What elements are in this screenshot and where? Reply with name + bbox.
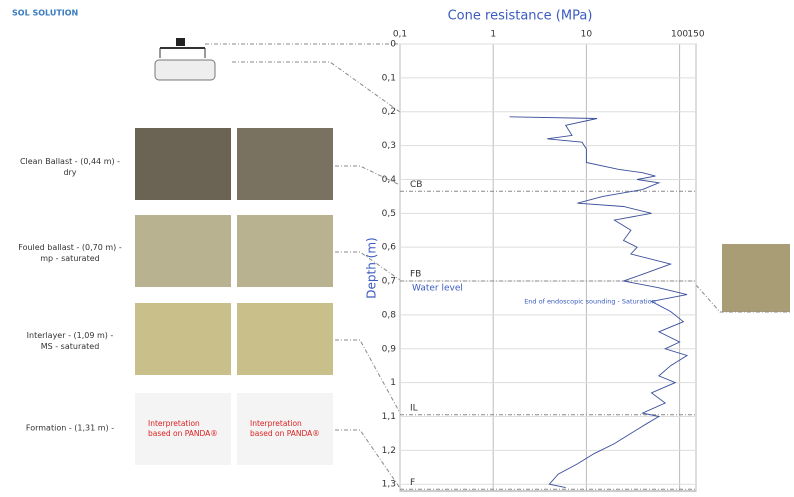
resistance-line: [509, 116, 689, 489]
x-tick-label: 1: [490, 30, 496, 40]
y-tick-label: 0,4: [382, 175, 397, 185]
x-tick-label: 0,1: [393, 30, 407, 40]
layer-label: CB: [410, 180, 422, 190]
photos: [135, 128, 790, 465]
sample-label: Formation - (1,31 m) -: [26, 424, 114, 433]
y-tick-label: 0,5: [382, 209, 396, 219]
sample-label: Fouled ballast - (0,70 m) -mp - saturate…: [18, 243, 122, 263]
y-tick-label: 1: [390, 378, 396, 388]
y-tick-label: 1,3: [382, 480, 396, 490]
y-tick-label: 0,9: [382, 344, 397, 354]
y-tick-label: 1,1: [382, 412, 396, 422]
y-tick-label: 0,7: [382, 277, 396, 287]
brand: SOL SOLUTION: [12, 9, 78, 18]
track-icon: [154, 38, 216, 81]
panda-note: Interpretation based on PANDA®: [148, 419, 218, 438]
y-tick-label: 0,8: [382, 310, 397, 320]
x-tick-label: 10: [581, 30, 593, 40]
y-tick-label: 1,2: [382, 446, 396, 456]
layer-label: FB: [410, 270, 421, 280]
layer-label: IL: [410, 403, 418, 413]
sample-label: Clean Ballast - (0,44 m) -dry: [20, 157, 120, 177]
panda-note: Interpretation based on PANDA®: [250, 419, 320, 438]
connectors: [205, 43, 790, 489]
chart-title: Cone resistance (MPa): [448, 9, 593, 24]
sample-label: Interlayer - (1,09 m) -MS - saturated: [27, 331, 114, 351]
y-tick-label: 0: [390, 40, 396, 50]
y-tick-label: 0,6: [382, 243, 397, 253]
x-tick-label: 150: [687, 30, 704, 40]
plot-frame: [399, 43, 697, 492]
x-tick-label: 100: [671, 30, 688, 40]
saturation-note: End of endoscopic sounding - Saturation: [524, 297, 656, 305]
water-level: Water level: [412, 283, 463, 293]
layer-label: F: [410, 478, 415, 488]
y-tick-label: 0,2: [382, 107, 396, 117]
y-tick-label: 0,3: [382, 141, 396, 151]
y-axis-label: Depth (m): [365, 237, 379, 298]
y-tick-label: 0,1: [382, 73, 396, 83]
